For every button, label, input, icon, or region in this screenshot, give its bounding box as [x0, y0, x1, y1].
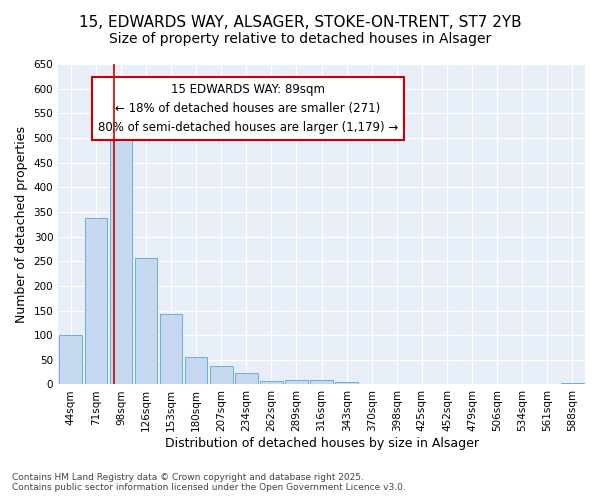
Bar: [85, 218, 107, 384]
Text: Contains HM Land Registry data © Crown copyright and database right 2025.
Contai: Contains HM Land Registry data © Crown c…: [12, 473, 406, 492]
Bar: [260, 381, 283, 384]
Bar: [160, 314, 182, 384]
Bar: [235, 372, 257, 384]
Bar: [185, 358, 208, 384]
Text: 15 EDWARDS WAY: 89sqm
← 18% of detached houses are smaller (271)
80% of semi-det: 15 EDWARDS WAY: 89sqm ← 18% of detached …: [98, 83, 398, 134]
X-axis label: Distribution of detached houses by size in Alsager: Distribution of detached houses by size …: [164, 437, 479, 450]
Text: 15, EDWARDS WAY, ALSAGER, STOKE-ON-TRENT, ST7 2YB: 15, EDWARDS WAY, ALSAGER, STOKE-ON-TRENT…: [79, 15, 521, 30]
Bar: [310, 380, 333, 384]
Bar: [110, 136, 132, 384]
Bar: [210, 366, 233, 384]
Text: Size of property relative to detached houses in Alsager: Size of property relative to detached ho…: [109, 32, 491, 46]
Bar: [335, 382, 358, 384]
Bar: [59, 335, 82, 384]
Y-axis label: Number of detached properties: Number of detached properties: [15, 126, 28, 322]
Bar: [285, 380, 308, 384]
Bar: [134, 258, 157, 384]
